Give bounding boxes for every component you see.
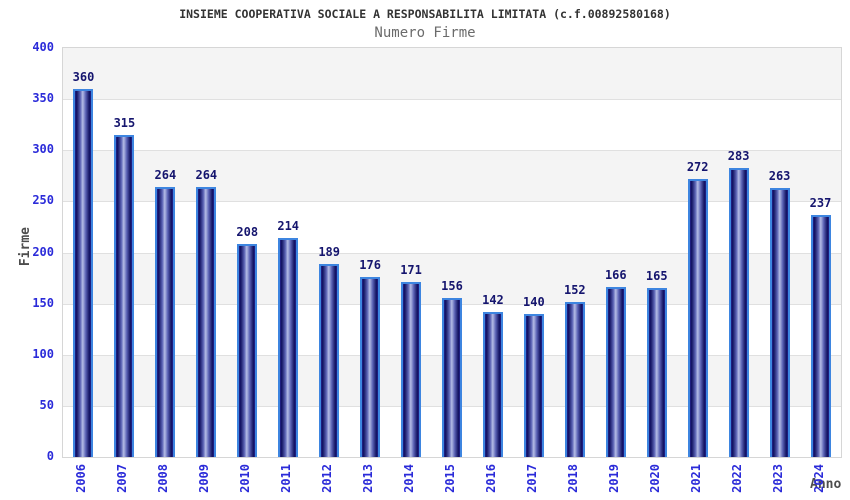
gridline <box>63 201 841 203</box>
bar <box>196 187 217 457</box>
bar-value-label: 189 <box>318 244 340 259</box>
x-tick-label: 2017 <box>524 464 539 493</box>
bar <box>687 178 708 457</box>
y-tick-label: 100 <box>32 346 54 361</box>
bar <box>319 263 340 457</box>
x-tick-label: 2014 <box>402 464 417 493</box>
x-tick-label: 2006 <box>74 464 89 493</box>
x-tick-label: 2023 <box>770 464 785 493</box>
bar <box>278 238 299 457</box>
y-tick-label: 200 <box>32 244 54 259</box>
bar <box>810 214 831 457</box>
bar <box>155 187 176 457</box>
bar <box>73 88 94 457</box>
grid-band <box>63 150 841 202</box>
x-tick-label: 2024 <box>811 464 826 493</box>
bar-value-label: 264 <box>195 168 218 183</box>
grid-band <box>63 48 841 100</box>
y-tick-label: 400 <box>32 40 54 54</box>
bar-value-label: 208 <box>236 225 259 240</box>
bar-value-label: 237 <box>809 195 832 210</box>
grid-band <box>63 252 841 304</box>
gridline <box>63 150 841 152</box>
x-tick-label: 2020 <box>647 464 662 493</box>
x-tick-label: 2018 <box>565 464 580 493</box>
y-tick-label: 350 <box>32 91 54 106</box>
x-tick-label: 2007 <box>115 464 130 493</box>
bar <box>237 244 258 457</box>
bar-value-label: 315 <box>113 115 136 130</box>
bar <box>114 134 135 457</box>
x-tick-label: 2016 <box>483 464 498 493</box>
bar <box>482 311 503 457</box>
bar-value-label: 264 <box>154 168 177 183</box>
bar-value-label: 214 <box>277 219 300 234</box>
x-axis-title: Anno <box>810 477 842 492</box>
bar-value-label: 166 <box>604 268 627 283</box>
x-tick-label: 2019 <box>606 464 621 493</box>
gridline <box>63 252 841 254</box>
bar <box>442 297 462 457</box>
bar-value-label: 171 <box>400 263 422 278</box>
x-tick-label: 2010 <box>238 464 253 493</box>
bar-value-label: 360 <box>72 69 95 84</box>
x-tick-label: 2013 <box>361 464 376 493</box>
bar-value-label: 263 <box>768 169 791 184</box>
bar <box>728 167 749 457</box>
bar-value-label: 156 <box>441 278 463 293</box>
bar-value-label: 272 <box>686 159 709 174</box>
bar-value-label: 165 <box>645 269 668 284</box>
bar <box>646 288 667 457</box>
y-tick-label: 250 <box>32 193 54 208</box>
bar <box>401 282 422 457</box>
bar <box>564 301 585 457</box>
bar <box>360 277 381 457</box>
x-tick-label: 2021 <box>688 464 703 493</box>
y-tick-label: 0 <box>46 449 54 463</box>
x-tick-label: 2012 <box>320 464 335 493</box>
bar-value-label: 140 <box>523 294 545 309</box>
x-tick-label: 2022 <box>729 464 744 493</box>
bar <box>769 188 790 457</box>
bar <box>523 313 544 457</box>
x-tick-label: 2011 <box>279 464 294 493</box>
y-tick-label: 150 <box>32 295 54 310</box>
x-tick-label: 2008 <box>156 464 171 493</box>
gridline <box>63 99 841 101</box>
x-tick-label: 2015 <box>443 464 457 493</box>
y-tick-label: 50 <box>39 397 54 412</box>
chart-title: INSIEME COOPERATIVA SOCIALE A RESPONSABI… <box>179 7 671 21</box>
x-tick-label: 2009 <box>197 464 212 493</box>
y-tick-label: 300 <box>32 142 54 157</box>
bar-value-label: 152 <box>563 282 586 297</box>
bar-value-label: 142 <box>482 292 504 307</box>
bar-value-label: 176 <box>359 258 381 273</box>
bar <box>605 287 626 457</box>
bar-value-label: 283 <box>727 148 750 163</box>
chart-subtitle: Numero Firme <box>374 25 476 41</box>
plot-area: 360 315 264 264 208 214 189 176 171 156 142 140 152 1… <box>62 47 842 458</box>
